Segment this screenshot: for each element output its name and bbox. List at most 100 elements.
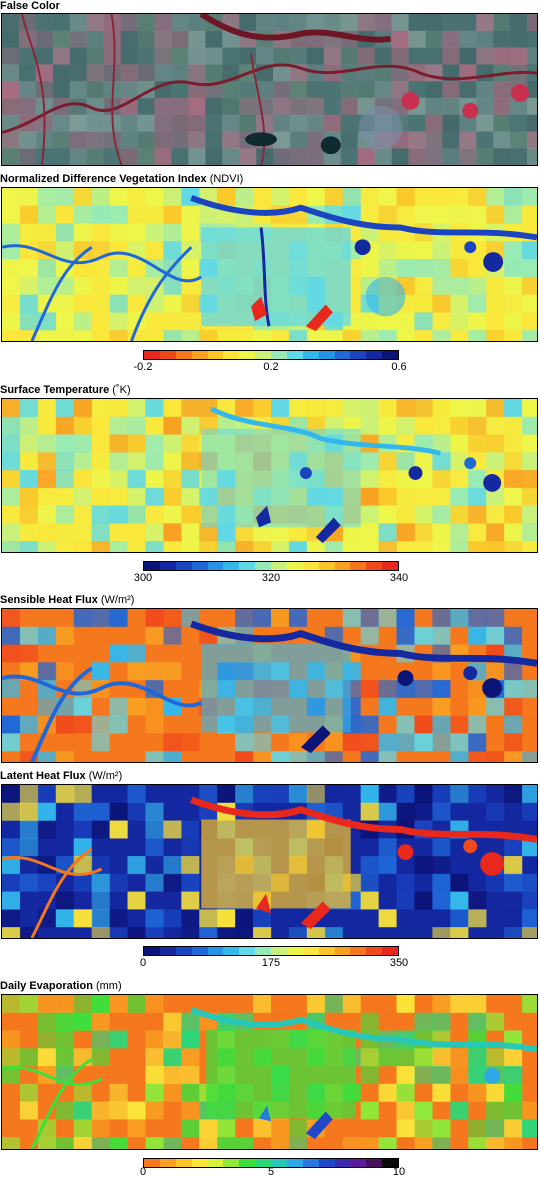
evaporation-tick-max: 10 [392,1166,406,1178]
colorbar-swatch [144,562,160,570]
false-color-map [2,14,537,165]
heat-flux-tick-min: 0 [139,957,147,969]
colorbar-swatch [318,1159,335,1167]
colorbar-swatch [207,1159,224,1167]
daily-evaporation-title-text: Daily Evaporation [0,980,93,992]
colorbar-swatch [159,351,176,359]
false-color-title-text: False Color [0,0,60,12]
surface-temperature-map [2,399,537,552]
ndvi-image [1,187,538,342]
colorbar-swatch [302,562,319,570]
daily-evaporation-unit: (mm) [95,980,122,992]
colorbar-swatch [271,351,287,359]
ndvi-title: Normalized Difference Vegetation Index (… [0,173,243,186]
latent-heat-flux-unit: (W/m²) [88,770,123,782]
colorbar-swatch [318,351,335,359]
surface-temperature-unit: (˚K) [112,384,131,396]
colorbar-swatch [255,1159,271,1167]
colorbar-swatch [302,351,319,359]
colorbar-swatch [239,351,256,359]
colorbar-swatch [334,351,351,359]
colorbar-swatch [286,1159,303,1167]
evaporation-tick-min: 0 [139,1166,147,1178]
surface-temperature-colorbar [143,561,399,571]
colorbar-swatch [286,947,303,955]
colorbar-swatch [302,1159,319,1167]
colorbar-swatch [382,1159,398,1167]
colorbar-swatch [318,562,335,570]
colorbar-swatch [144,1159,160,1167]
colorbar-swatch [382,947,398,955]
daily-evaporation-image [1,994,538,1150]
latent-heat-flux-title: Latent Heat Flux (W/m²) [0,770,122,783]
colorbar-swatch [271,1159,287,1167]
colorbar-swatch [207,562,224,570]
colorbar-swatch [191,1159,208,1167]
colorbar-swatch [334,1159,351,1167]
colorbar-swatch [350,947,367,955]
surface-temperature-title: Surface Temperature (˚K) [0,384,131,397]
colorbar-swatch [255,947,271,955]
colorbar-swatch [191,351,208,359]
colorbar-swatch [318,947,335,955]
colorbar-swatch [334,947,351,955]
colorbar-swatch [207,351,224,359]
sensible-heat-flux-title: Sensible Heat Flux (W/m²) [0,594,134,607]
colorbar-swatch [350,351,367,359]
sensible-heat-flux-unit: (W/m²) [100,594,135,606]
latent-heat-flux-image [1,784,538,939]
colorbar-swatch [382,351,398,359]
colorbar-swatch [159,562,176,570]
colorbar-swatch [239,1159,256,1167]
colorbar-swatch [366,351,383,359]
sensible-heat-flux-title-text: Sensible Heat Flux [0,594,98,606]
colorbar-swatch [159,1159,176,1167]
evaporation-colorbar [143,1158,399,1168]
colorbar-swatch [223,947,240,955]
surface-temperature-tick-max: 340 [389,572,409,584]
colorbar-swatch [286,562,303,570]
daily-evaporation-map [2,995,537,1149]
colorbar-swatch [239,562,256,570]
colorbar-swatch [191,562,208,570]
colorbar-swatch [255,351,271,359]
heat-flux-tick-max: 350 [389,957,409,969]
surface-temperature-title-text: Surface Temperature [0,384,110,396]
colorbar-swatch [175,947,192,955]
colorbar-swatch [255,562,271,570]
colorbar-swatch [223,351,240,359]
colorbar-swatch [366,562,383,570]
colorbar-swatch [159,947,176,955]
colorbar-swatch [286,351,303,359]
false-color-title: False Color [0,0,60,13]
colorbar-swatch [350,562,367,570]
colorbar-swatch [366,947,383,955]
colorbar-swatch [271,947,287,955]
false-color-image [1,13,538,166]
ndvi-colorbar [143,350,399,360]
colorbar-swatch [207,947,224,955]
latent-heat-flux-title-text: Latent Heat Flux [0,770,86,782]
latent-heat-flux-map [2,785,537,938]
ndvi-tick-mid: 0.2 [263,361,279,373]
colorbar-swatch [350,1159,367,1167]
surface-temperature-image [1,398,538,553]
colorbar-swatch [271,562,287,570]
ndvi-tick-min: -0.2 [133,361,153,373]
colorbar-swatch [302,947,319,955]
daily-evaporation-title: Daily Evaporation (mm) [0,980,122,993]
heat-flux-colorbar [143,946,399,956]
colorbar-swatch [239,947,256,955]
colorbar-swatch [223,562,240,570]
colorbar-swatch [144,947,160,955]
surface-temperature-tick-mid: 320 [261,572,281,584]
colorbar-swatch [334,562,351,570]
surface-temperature-tick-min: 300 [133,572,153,584]
colorbar-swatch [191,947,208,955]
ndvi-title-text: Normalized Difference Vegetation Index [0,173,207,185]
colorbar-swatch [382,562,398,570]
colorbar-swatch [175,562,192,570]
colorbar-swatch [366,1159,383,1167]
sensible-heat-flux-image [1,608,538,763]
sensible-heat-flux-map [2,609,537,762]
